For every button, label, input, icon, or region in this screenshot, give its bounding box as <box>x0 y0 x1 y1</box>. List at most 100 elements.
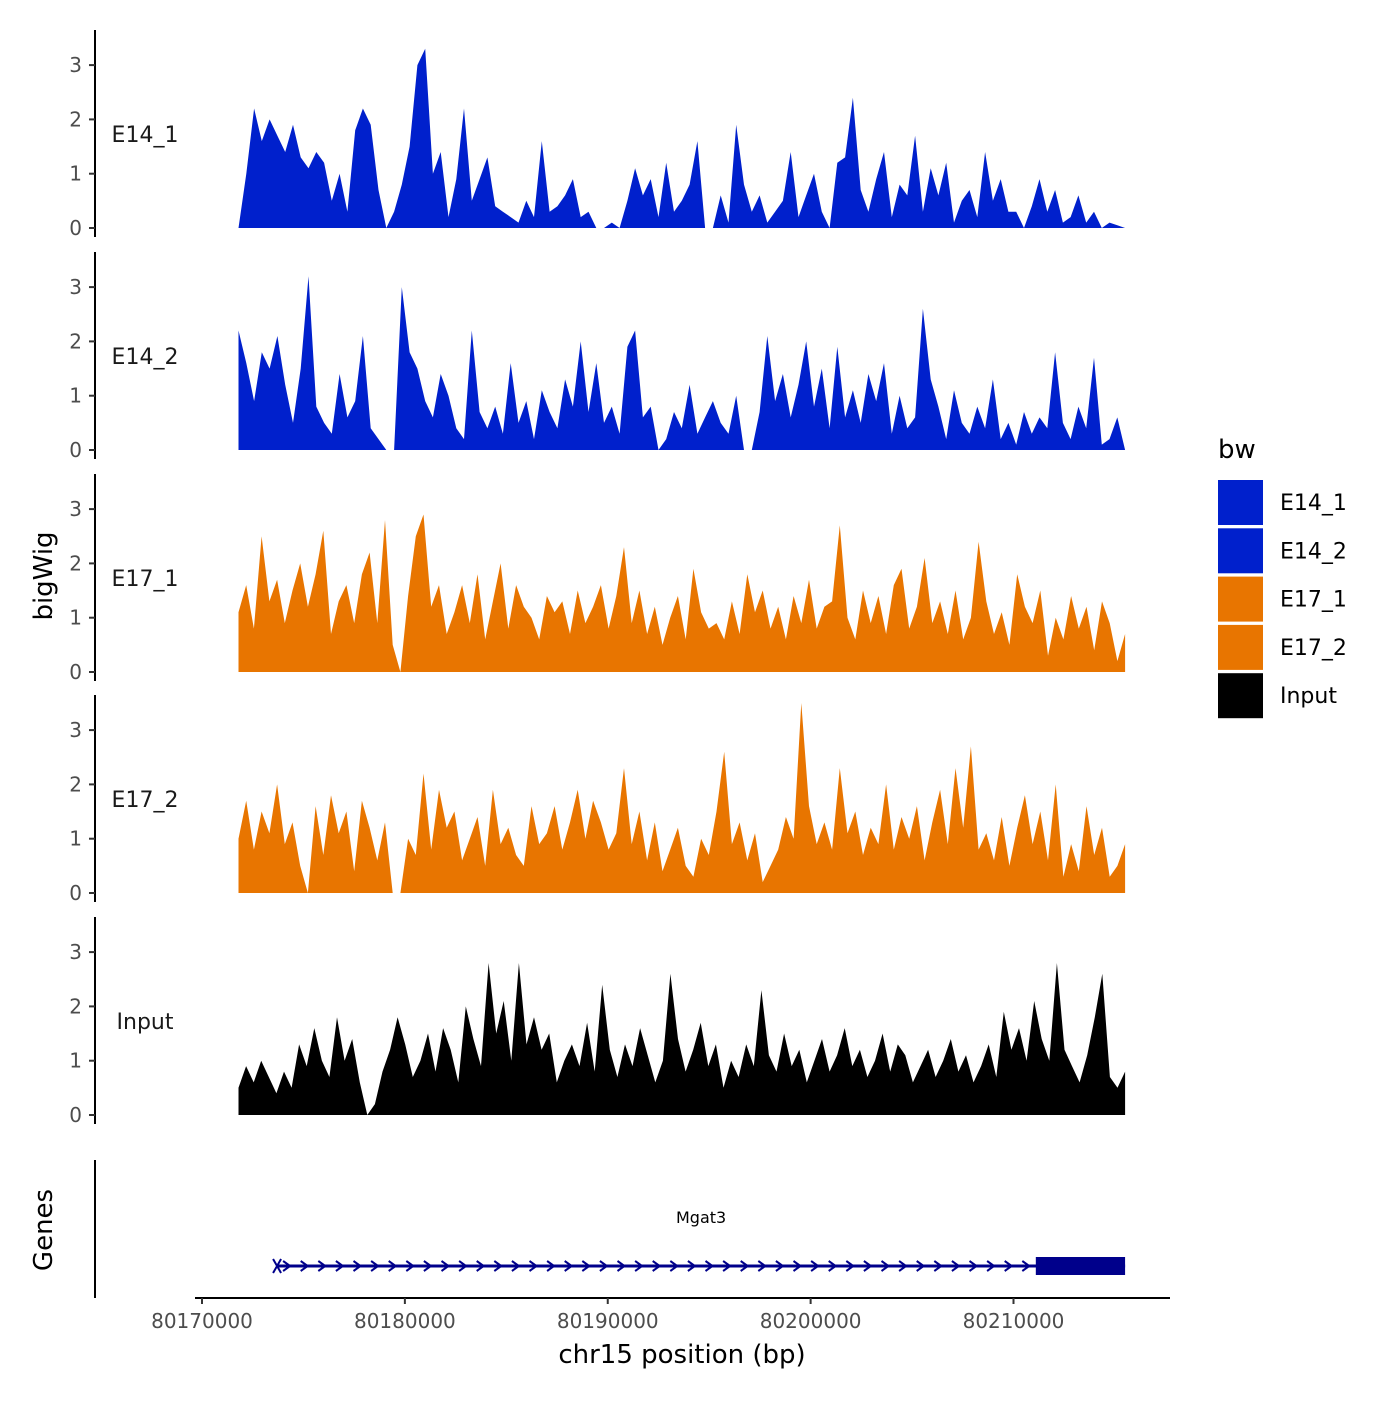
strand-arrow <box>440 1260 451 1272</box>
y-axis-title: bigWig <box>29 531 59 620</box>
strand-arrow <box>863 1260 873 1272</box>
y-tick-label: 2 <box>69 994 82 1018</box>
signal-area <box>238 514 1126 672</box>
strand-arrow <box>370 1260 380 1272</box>
y-tick-label: 1 <box>69 1049 82 1073</box>
legend-item-e14-2: E14_2 <box>1218 528 1347 574</box>
track-e17-2: 0 1 2 3 E17_2 <box>69 695 1126 905</box>
y-tick-label: 0 <box>69 438 82 462</box>
signal-area <box>238 963 1126 1115</box>
x-tick-label: 80200000 <box>760 1309 862 1333</box>
strand-arrow <box>898 1260 908 1272</box>
y-tick-label: 3 <box>69 275 82 299</box>
legend-item-e17-1: E17_1 <box>1218 576 1347 622</box>
track-input: 0 1 2 3 Input <box>69 917 1126 1127</box>
legend-label: E14_2 <box>1280 539 1347 564</box>
strand-arrow <box>423 1260 433 1272</box>
gene-label-mgat3: Mgat3 <box>676 1208 726 1227</box>
y-tick-label: 2 <box>69 772 82 796</box>
y-tick-label: 2 <box>69 107 82 131</box>
signal-area <box>238 703 1126 893</box>
legend-item-input: Input <box>1218 673 1337 719</box>
strand-arrow <box>616 1260 627 1272</box>
legend-swatch <box>1218 480 1263 525</box>
y-tick-label: 2 <box>69 551 82 575</box>
strand-arrow <box>828 1260 838 1272</box>
strand-arrow <box>546 1260 556 1272</box>
strand-arrow <box>951 1260 961 1272</box>
gene-start-mark <box>272 1258 282 1274</box>
strand-arrow <box>880 1260 891 1272</box>
legend-item-e14-1: E14_1 <box>1218 480 1347 525</box>
y-tick-label: 0 <box>69 660 82 684</box>
strand-arrow <box>669 1260 680 1272</box>
legend-title: bw <box>1218 435 1256 465</box>
strand-arrow <box>1004 1260 1014 1272</box>
track-label: E14_1 <box>112 123 179 148</box>
track-label: E17_1 <box>112 567 179 592</box>
genes-axis-title: Genes <box>29 1189 59 1271</box>
legend-label: E14_1 <box>1280 491 1347 516</box>
strand-arrow <box>458 1260 468 1272</box>
strand-arrow <box>282 1260 292 1272</box>
y-tick-label: 1 <box>69 606 82 630</box>
y-tick-label: 1 <box>69 384 82 408</box>
track-e14-1: 0 1 2 3 E14_1 <box>69 30 1126 240</box>
x-tick-label: 80180000 <box>354 1309 456 1333</box>
tracks-layer: 0 1 2 3 E14_1 0 1 2 3 E14_2 0 1 2 3 E17_1 0 1 2 3 E17_2 0 1 2 3… <box>69 30 1126 1127</box>
y-tick-label: 3 <box>69 718 82 742</box>
strand-arrow <box>845 1260 856 1272</box>
strand-arrow <box>528 1260 539 1272</box>
gene-exon <box>1035 1257 1126 1275</box>
x-axis-title: chr15 position (bp) <box>558 1340 805 1370</box>
strand-arrow <box>388 1260 398 1272</box>
x-tick-label: 80170000 <box>151 1309 253 1333</box>
legend-swatch <box>1218 673 1263 719</box>
strand-arrow <box>564 1260 574 1272</box>
y-tick-label: 0 <box>69 1103 82 1127</box>
y-tick-label: 3 <box>69 940 82 964</box>
signal-area <box>238 48 1126 228</box>
legend-label: E17_2 <box>1280 636 1347 661</box>
strand-arrow <box>493 1260 504 1272</box>
y-tick-label: 1 <box>69 162 82 186</box>
y-tick-label: 3 <box>69 497 82 521</box>
legend-swatch <box>1218 576 1263 622</box>
legend-label: Input <box>1280 684 1337 709</box>
strand-arrow <box>933 1260 944 1272</box>
strand-arrow <box>581 1260 592 1272</box>
strand-arrow <box>968 1260 979 1272</box>
strand-arrow <box>634 1260 644 1272</box>
track-label: E17_2 <box>112 788 179 813</box>
x-tick-label: 80210000 <box>963 1309 1065 1333</box>
strand-arrow <box>792 1260 803 1272</box>
signal-area <box>238 276 1126 450</box>
strand-arrow <box>757 1260 768 1272</box>
strand-arrow <box>986 1260 996 1272</box>
strand-arrow <box>335 1260 345 1272</box>
track-e14-2: 0 1 2 3 E14_2 <box>69 252 1126 462</box>
legend-swatch <box>1218 528 1263 574</box>
x-axis: chr15 position (bp) 80170000 80180000 8019… <box>151 1297 1170 1370</box>
legend-label: E17_1 <box>1280 588 1347 613</box>
strand-arrow <box>317 1260 328 1272</box>
x-tick-label: 80190000 <box>557 1309 659 1333</box>
y-tick-label: 2 <box>69 329 82 353</box>
strand-arrow <box>740 1260 750 1272</box>
legend-item-e17-2: E17_2 <box>1218 624 1347 670</box>
strand-arrow <box>405 1260 416 1272</box>
strand-arrow <box>775 1260 785 1272</box>
strand-arrow <box>1021 1260 1032 1272</box>
track-e17-1: 0 1 2 3 E17_1 <box>69 474 1126 684</box>
strand-arrow <box>704 1260 715 1272</box>
strand-arrow <box>476 1260 486 1272</box>
strand-arrow <box>722 1260 732 1272</box>
track-label: E14_2 <box>112 345 179 370</box>
y-tick-label: 1 <box>69 827 82 851</box>
strand-arrow <box>652 1260 662 1272</box>
y-tick-label: 3 <box>69 53 82 77</box>
strand-arrow <box>352 1260 363 1272</box>
strand-arrow <box>300 1260 310 1272</box>
